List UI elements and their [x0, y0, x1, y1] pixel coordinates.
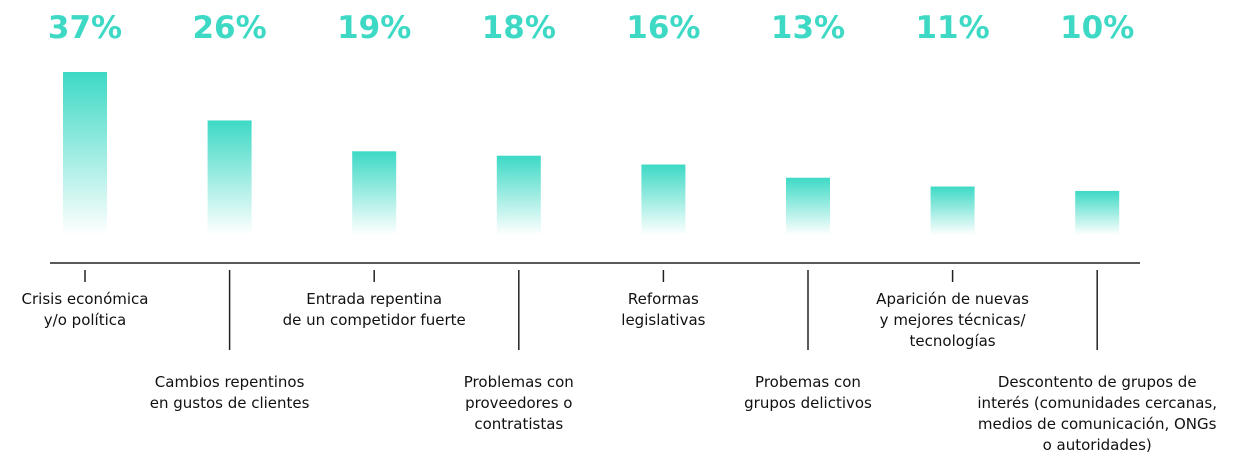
bar	[63, 72, 107, 235]
value-label: 37%	[47, 10, 123, 46]
bar	[496, 155, 541, 235]
category-label: Probemas con grupos delictivos	[744, 373, 872, 412]
bar	[641, 164, 686, 235]
category-label: Cambios repentinos en gustos de clientes	[149, 373, 310, 412]
category-label: Reformas legislativas	[621, 290, 706, 329]
value-label: 13%	[770, 10, 846, 46]
value-label: 16%	[626, 10, 701, 46]
bar	[352, 151, 397, 235]
value-label: 19%	[337, 10, 412, 46]
bar	[930, 186, 975, 235]
value-label: 10%	[1060, 10, 1135, 46]
category-label: Problemas con proveedores o contratistas	[463, 373, 574, 433]
value-label: 26%	[192, 10, 267, 46]
bar	[207, 120, 252, 235]
bar	[786, 177, 830, 235]
value-label: 11%	[915, 10, 990, 46]
category-label: Entrada repentina de un competidor fuert…	[282, 290, 466, 329]
category-label: Crisis económica y/o política	[21, 290, 149, 329]
category-label: Aparición de nuevas y mejores técnicas/ …	[876, 290, 1030, 350]
category-label: Descontento de grupos de interés (comuni…	[977, 373, 1217, 454]
value-label: 18%	[481, 10, 556, 46]
bar	[1075, 190, 1120, 235]
